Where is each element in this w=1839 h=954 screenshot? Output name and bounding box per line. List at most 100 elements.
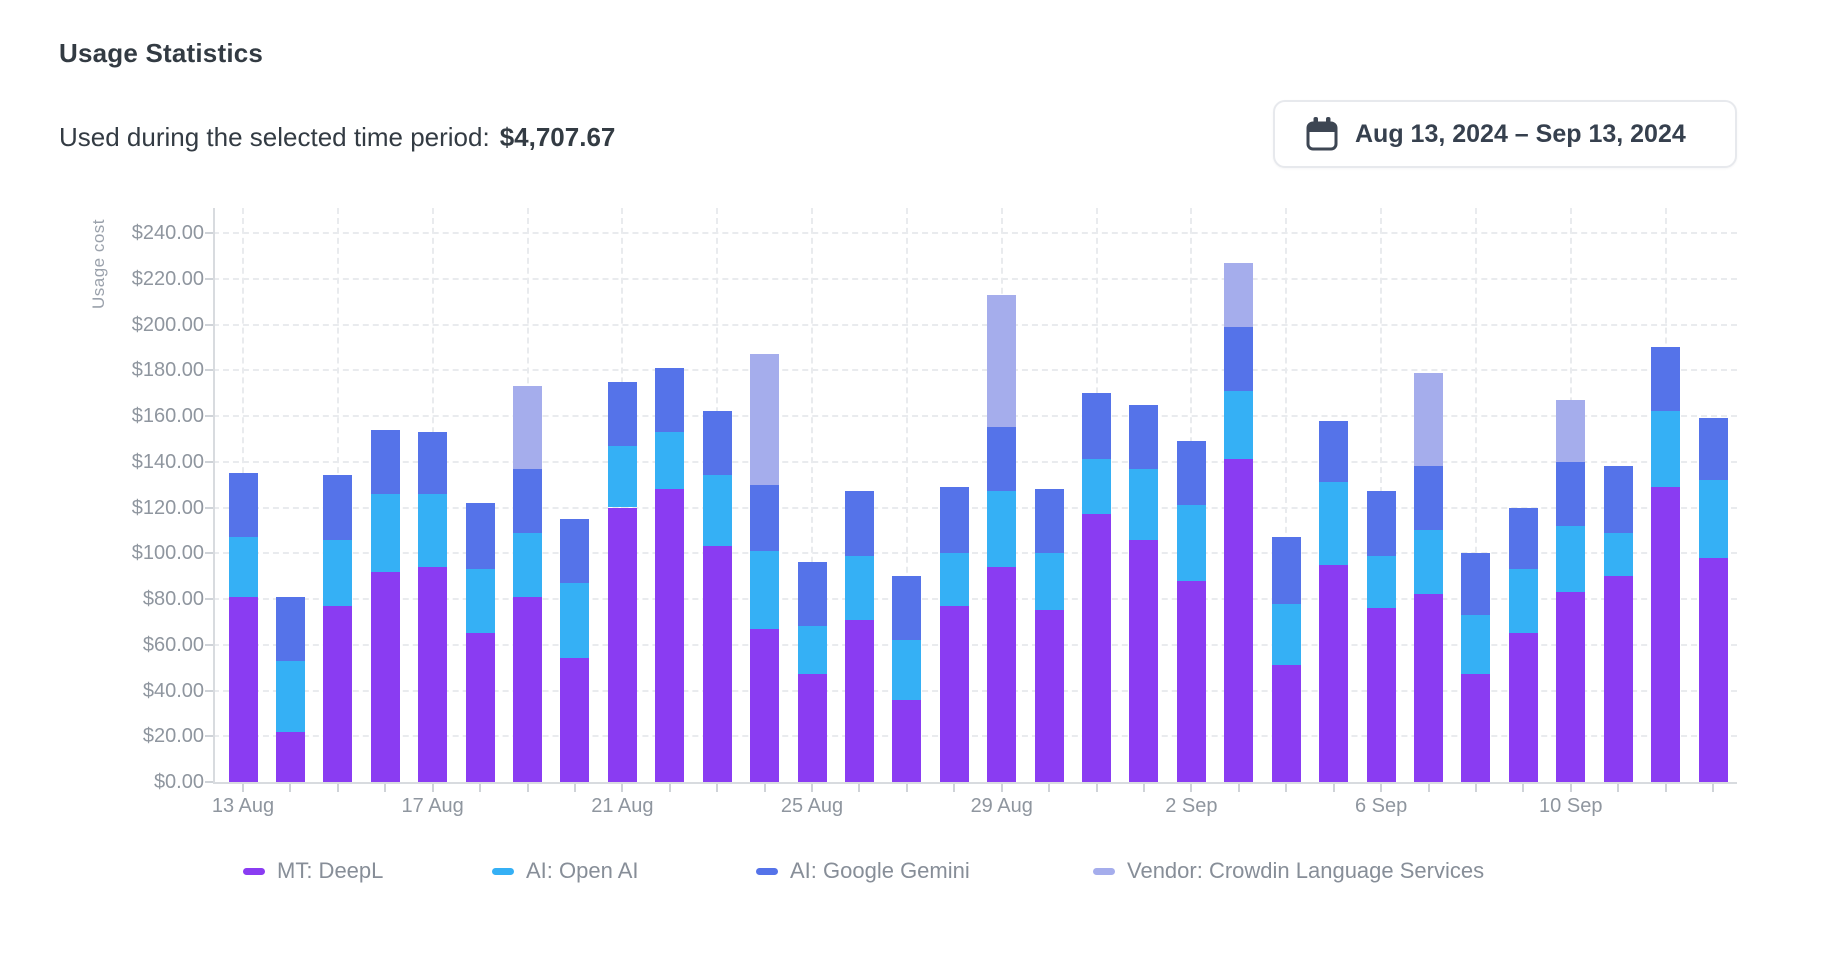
bar-segment-vendor-crowdin-language-services[interactable] bbox=[987, 294, 1016, 428]
bar-segment-vendor-crowdin-language-services[interactable] bbox=[1556, 399, 1585, 462]
bar-segment-mt-deepl[interactable] bbox=[798, 674, 827, 782]
bar-segment-ai-open-ai[interactable] bbox=[1461, 615, 1490, 675]
bar-segment-ai-google-gemini[interactable] bbox=[1461, 553, 1490, 615]
bar-segment-mt-deepl[interactable] bbox=[892, 699, 921, 782]
bar-segment-ai-google-gemini[interactable] bbox=[703, 411, 732, 476]
bar-segment-ai-open-ai[interactable] bbox=[1509, 569, 1538, 634]
bar-segment-mt-deepl[interactable] bbox=[703, 546, 732, 782]
bar-segment-ai-open-ai[interactable] bbox=[845, 555, 874, 620]
bar-segment-ai-open-ai[interactable] bbox=[513, 532, 542, 597]
bar-segment-ai-open-ai[interactable] bbox=[1367, 555, 1396, 609]
bar-segment-mt-deepl[interactable] bbox=[229, 596, 258, 782]
bar-segment-ai-google-gemini[interactable] bbox=[1319, 420, 1348, 483]
bar-segment-ai-open-ai[interactable] bbox=[466, 569, 495, 634]
bar-segment-vendor-crowdin-language-services[interactable] bbox=[1224, 262, 1253, 327]
bar-segment-mt-deepl[interactable] bbox=[466, 633, 495, 782]
bar-segment-ai-google-gemini[interactable] bbox=[1604, 466, 1633, 533]
bar-segment-ai-google-gemini[interactable] bbox=[466, 502, 495, 570]
bar-segment-mt-deepl[interactable] bbox=[1461, 674, 1490, 782]
bar-segment-ai-google-gemini[interactable] bbox=[1367, 491, 1396, 556]
bar-segment-ai-google-gemini[interactable] bbox=[418, 432, 447, 494]
bar-segment-ai-google-gemini[interactable] bbox=[1509, 507, 1538, 570]
bar-segment-ai-open-ai[interactable] bbox=[1082, 459, 1111, 515]
legend-item-mt-deepl[interactable]: MT: DeepL bbox=[243, 858, 383, 884]
bar-segment-ai-open-ai[interactable] bbox=[750, 550, 779, 629]
bar-segment-mt-deepl[interactable] bbox=[1651, 486, 1680, 782]
legend-item-ai-google-gemini[interactable]: AI: Google Gemini bbox=[756, 858, 970, 884]
bar-segment-mt-deepl[interactable] bbox=[1509, 633, 1538, 782]
bar-segment-mt-deepl[interactable] bbox=[1604, 576, 1633, 782]
bar-segment-mt-deepl[interactable] bbox=[655, 489, 684, 782]
bar-segment-ai-google-gemini[interactable] bbox=[1035, 489, 1064, 554]
bar-segment-ai-google-gemini[interactable] bbox=[1129, 404, 1158, 469]
bar-segment-mt-deepl[interactable] bbox=[608, 507, 637, 782]
bar-segment-ai-open-ai[interactable] bbox=[892, 640, 921, 700]
bar-segment-vendor-crowdin-language-services[interactable] bbox=[1414, 372, 1443, 467]
bar-segment-mt-deepl[interactable] bbox=[560, 658, 589, 782]
bar-segment-ai-open-ai[interactable] bbox=[1556, 525, 1585, 593]
bar-segment-ai-open-ai[interactable] bbox=[655, 432, 684, 490]
bar-segment-vendor-crowdin-language-services[interactable] bbox=[750, 354, 779, 485]
bar-segment-mt-deepl[interactable] bbox=[1177, 580, 1206, 782]
bar-segment-ai-google-gemini[interactable] bbox=[513, 468, 542, 533]
bar-segment-ai-google-gemini[interactable] bbox=[987, 427, 1016, 492]
bar-segment-ai-open-ai[interactable] bbox=[1129, 468, 1158, 540]
bar-segment-ai-open-ai[interactable] bbox=[1414, 530, 1443, 595]
bar-segment-ai-open-ai[interactable] bbox=[703, 475, 732, 547]
bar-segment-ai-open-ai[interactable] bbox=[1699, 480, 1728, 558]
bar-segment-ai-google-gemini[interactable] bbox=[1177, 441, 1206, 506]
bar-segment-ai-open-ai[interactable] bbox=[798, 626, 827, 675]
bar-segment-ai-google-gemini[interactable] bbox=[323, 475, 352, 540]
bar-segment-mt-deepl[interactable] bbox=[1129, 539, 1158, 782]
bar-segment-ai-google-gemini[interactable] bbox=[560, 518, 589, 583]
bar-segment-mt-deepl[interactable] bbox=[371, 571, 400, 782]
bar-segment-mt-deepl[interactable] bbox=[1699, 557, 1728, 782]
date-range-button[interactable]: Aug 13, 2024 – Sep 13, 2024 bbox=[1273, 100, 1737, 168]
bar-segment-mt-deepl[interactable] bbox=[1224, 459, 1253, 782]
bar-segment-ai-open-ai[interactable] bbox=[1319, 482, 1348, 565]
bar-segment-ai-open-ai[interactable] bbox=[560, 582, 589, 659]
bar-segment-mt-deepl[interactable] bbox=[1319, 564, 1348, 782]
bar-segment-ai-open-ai[interactable] bbox=[1177, 505, 1206, 581]
bar-segment-ai-google-gemini[interactable] bbox=[1699, 418, 1728, 481]
bar-segment-ai-google-gemini[interactable] bbox=[655, 367, 684, 432]
bar-segment-mt-deepl[interactable] bbox=[1272, 665, 1301, 782]
bar-segment-mt-deepl[interactable] bbox=[1035, 610, 1064, 782]
bar-segment-ai-google-gemini[interactable] bbox=[892, 576, 921, 641]
bar-segment-mt-deepl[interactable] bbox=[1414, 594, 1443, 782]
bar-segment-ai-open-ai[interactable] bbox=[987, 491, 1016, 567]
bar-segment-ai-open-ai[interactable] bbox=[940, 553, 969, 606]
bar-segment-ai-google-gemini[interactable] bbox=[1556, 461, 1585, 526]
bar-segment-ai-google-gemini[interactable] bbox=[798, 562, 827, 627]
bar-segment-mt-deepl[interactable] bbox=[940, 605, 969, 782]
bar-segment-ai-open-ai[interactable] bbox=[608, 445, 637, 508]
bar-segment-mt-deepl[interactable] bbox=[513, 596, 542, 782]
bar-segment-mt-deepl[interactable] bbox=[845, 619, 874, 782]
bar-segment-ai-google-gemini[interactable] bbox=[940, 486, 969, 554]
legend-item-vendor-crowdin[interactable]: Vendor: Crowdin Language Services bbox=[1093, 858, 1484, 884]
bar-segment-ai-open-ai[interactable] bbox=[1224, 390, 1253, 460]
bar-segment-mt-deepl[interactable] bbox=[987, 566, 1016, 782]
bar-segment-ai-google-gemini[interactable] bbox=[276, 596, 305, 661]
bar-segment-ai-google-gemini[interactable] bbox=[750, 484, 779, 551]
bar-segment-ai-google-gemini[interactable] bbox=[608, 381, 637, 446]
legend-item-ai-openai[interactable]: AI: Open AI bbox=[492, 858, 639, 884]
bar-segment-mt-deepl[interactable] bbox=[1367, 608, 1396, 782]
bar-segment-mt-deepl[interactable] bbox=[323, 605, 352, 782]
bar-segment-ai-google-gemini[interactable] bbox=[229, 473, 258, 538]
bar-segment-ai-google-gemini[interactable] bbox=[371, 429, 400, 494]
bar-segment-ai-open-ai[interactable] bbox=[323, 539, 352, 606]
bar-segment-ai-open-ai[interactable] bbox=[371, 493, 400, 572]
bar-segment-ai-open-ai[interactable] bbox=[1651, 411, 1680, 487]
bar-segment-mt-deepl[interactable] bbox=[750, 628, 779, 782]
bar-segment-ai-google-gemini[interactable] bbox=[1082, 393, 1111, 460]
bar-segment-ai-open-ai[interactable] bbox=[418, 493, 447, 567]
bar-segment-ai-google-gemini[interactable] bbox=[1651, 347, 1680, 412]
bar-segment-vendor-crowdin-language-services[interactable] bbox=[513, 386, 542, 469]
bar-segment-ai-google-gemini[interactable] bbox=[1224, 326, 1253, 391]
bar-segment-ai-open-ai[interactable] bbox=[1272, 603, 1301, 666]
bar-segment-ai-google-gemini[interactable] bbox=[1272, 537, 1301, 604]
bar-segment-ai-open-ai[interactable] bbox=[276, 660, 305, 732]
bar-segment-ai-open-ai[interactable] bbox=[229, 537, 258, 597]
bar-segment-mt-deepl[interactable] bbox=[1556, 592, 1585, 782]
